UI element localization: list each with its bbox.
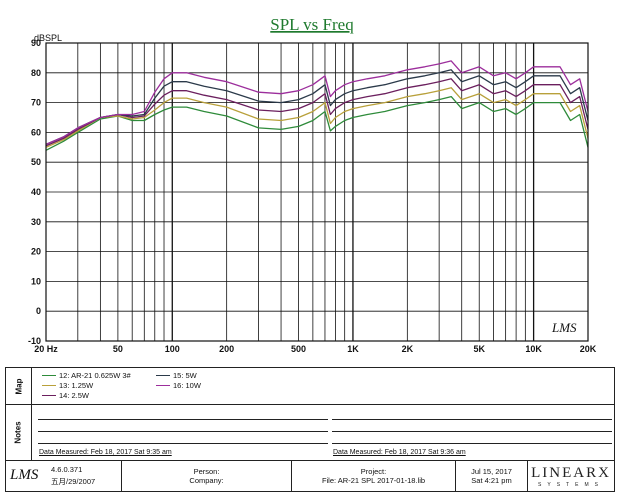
x-tick-label: 1K	[347, 344, 359, 354]
plot-frame	[45, 42, 589, 342]
spl-vs-freq-chart: SPL vs Freq dBSPL -10 0 10 20 30 40 50 60 70 80 90…	[28, 15, 597, 354]
version-date: 五月/29/2007	[51, 477, 96, 486]
footer-person-cell: Person: Company:	[122, 461, 292, 491]
series-line-5	[45, 60, 589, 145]
legend-item-13: 13: 1.25W	[42, 381, 93, 390]
footer-version-cell: LMS 4.6.0.371 五月/29/2007	[6, 461, 122, 491]
footer-panel: LMS 4.6.0.371 五月/29/2007 Person: Company…	[5, 461, 615, 492]
legend-item-15: 15: 5W	[156, 371, 197, 380]
y-axis-label: dBSPL	[34, 33, 62, 43]
footer-lms-logo: LMS	[10, 467, 39, 483]
chart-grid	[45, 42, 589, 342]
footer-date: Jul 15, 2017	[471, 466, 512, 476]
chart-title: SPL vs Freq	[270, 15, 354, 34]
person-label: Person:	[193, 466, 220, 476]
series-layer	[45, 60, 589, 151]
series-line-1	[45, 95, 589, 151]
note-line	[332, 419, 612, 420]
note-line	[332, 431, 612, 432]
y-tick-label: 40	[31, 187, 41, 197]
y-tick-label: 60	[31, 127, 41, 137]
series-line-3	[45, 78, 589, 147]
y-tick-label: 0	[36, 306, 41, 316]
note-line	[38, 419, 328, 420]
x-tick-label: 5K	[473, 344, 485, 354]
map-side-label: Map	[6, 368, 32, 404]
company-label: Company:	[189, 476, 224, 485]
x-tick-label: 500	[291, 344, 306, 354]
linearx-systems: SYSTEMS	[538, 482, 604, 489]
y-tick-label: -10	[28, 336, 41, 346]
x-tick-label: 20K	[580, 344, 597, 354]
legend-swatch	[42, 395, 56, 396]
footer-project-cell: Project: File: AR-21 SPL 2017-01-18.lib	[292, 461, 456, 491]
legend-swatch	[156, 385, 170, 386]
project-label: Project:	[360, 466, 387, 476]
footer-datetime-cell: Jul 15, 2017 Sat 4:21 pm	[456, 461, 528, 491]
series-line-2	[45, 87, 589, 148]
y-tick-labels: -10 0 10 20 30 40 50 60 70 80 90	[28, 38, 41, 346]
legend-swatch	[42, 385, 56, 386]
notes-side-label: Notes	[6, 405, 32, 460]
file-label: File: AR-21 SPL 2017-01-18.lib	[321, 476, 426, 485]
x-tick-label: 2K	[402, 344, 414, 354]
version-number: 4.6.0.371	[51, 465, 83, 474]
y-tick-label: 10	[31, 276, 41, 286]
legend-swatch	[42, 375, 56, 376]
y-tick-label: 90	[31, 38, 41, 48]
footer-brand-cell: LINEARX SYSTEMS	[528, 461, 614, 491]
x-tick-label: 20 Hz	[34, 344, 58, 354]
y-tick-label: 80	[31, 68, 41, 78]
legend-item-12: 12: AR-21 0.625W 3#	[42, 371, 131, 380]
y-tick-label: 30	[31, 217, 41, 227]
legend-item-14: 14: 2.5W	[42, 391, 89, 400]
note-line	[38, 443, 328, 444]
legend-item-16: 16: 10W	[156, 381, 201, 390]
data-measured-right: Data Measured: Feb 18, 2017 Sat 9:36 am	[333, 449, 466, 456]
x-tick-label: 100	[165, 344, 180, 354]
linearx-logo: LINEARX	[531, 464, 611, 481]
note-line	[332, 443, 612, 444]
y-tick-label: 20	[31, 247, 41, 257]
x-tick-label: 10K	[525, 344, 542, 354]
y-tick-label: 50	[31, 157, 41, 167]
y-tick-label: 70	[31, 98, 41, 108]
map-panel: Map 12: AR-21 0.625W 3# 13: 1.25W 14: 2.…	[5, 367, 615, 405]
x-tick-label: 50	[113, 344, 123, 354]
series-line-4	[45, 69, 589, 145]
chart-lms-logo: LMS	[551, 320, 577, 335]
notes-panel: Notes Data Measured: Feb 18, 2017 Sat 9:…	[5, 405, 615, 461]
data-measured-left: Data Measured: Feb 18, 2017 Sat 9:35 am	[39, 449, 172, 456]
legend-swatch	[156, 375, 170, 376]
footer-time: Sat 4:21 pm	[471, 476, 512, 485]
x-tick-labels: 20 Hz 50 100 200 500 1K 2K 5K 10K 20K	[34, 344, 597, 354]
x-tick-label: 200	[219, 344, 234, 354]
note-line	[38, 431, 328, 432]
